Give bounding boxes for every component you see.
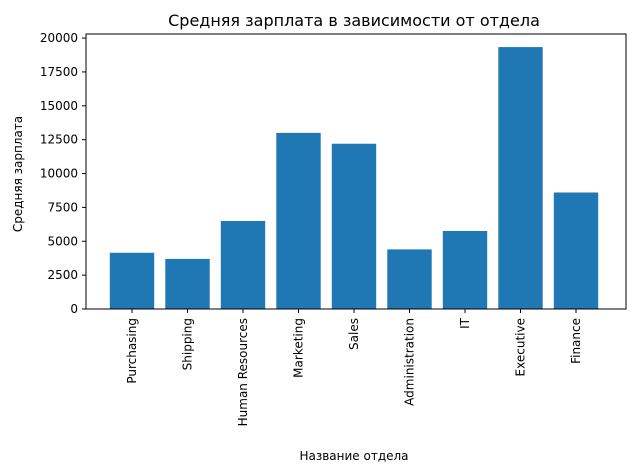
bar-marketing bbox=[276, 132, 321, 309]
bars-group bbox=[109, 47, 599, 309]
x-tick-label: IT bbox=[458, 317, 472, 329]
y-tick-label: 0 bbox=[70, 302, 78, 316]
y-tick-label: 17500 bbox=[40, 65, 78, 79]
x-tick-label: Marketing bbox=[292, 318, 306, 378]
bar-finance bbox=[553, 192, 599, 309]
bar-executive bbox=[498, 47, 543, 309]
bar-administration bbox=[387, 249, 432, 309]
y-tick-label: 20000 bbox=[40, 31, 78, 45]
bar-human-resources bbox=[220, 220, 266, 309]
y-tick-label: 15000 bbox=[40, 99, 78, 113]
x-tick-label: Executive bbox=[514, 318, 528, 376]
x-axis-title: Название отдела bbox=[299, 449, 408, 463]
x-tick-label: Purchasing bbox=[125, 318, 139, 384]
bar-shipping bbox=[165, 258, 210, 309]
x-axis: Purchasing Shipping Human Resources Marketi… bbox=[125, 309, 583, 426]
bar-sales bbox=[331, 143, 377, 309]
x-tick-label: Human Resources bbox=[236, 318, 250, 426]
y-tick-label: 5000 bbox=[47, 234, 78, 248]
x-tick-label: Sales bbox=[347, 318, 361, 350]
plot-frame bbox=[85, 33, 627, 310]
y-axis-title: Средняя зарплата bbox=[11, 116, 25, 232]
y-tick-label: 10000 bbox=[40, 167, 78, 181]
bar-purchasing bbox=[109, 252, 155, 309]
x-tick-label: Finance bbox=[569, 318, 583, 364]
y-axis: 0 2500 5000 7500 10000 12500 15000 17500 20000 bbox=[40, 31, 86, 316]
x-tick-label: Administration bbox=[403, 318, 417, 406]
chart-title: Средняя зарплата в зависимости от отдела bbox=[168, 11, 540, 30]
y-tick-label: 12500 bbox=[40, 133, 78, 147]
y-tick-label: 7500 bbox=[47, 200, 78, 214]
y-tick-label: 2500 bbox=[47, 268, 78, 282]
x-tick-label: Shipping bbox=[181, 318, 195, 370]
bar-it bbox=[442, 230, 488, 309]
